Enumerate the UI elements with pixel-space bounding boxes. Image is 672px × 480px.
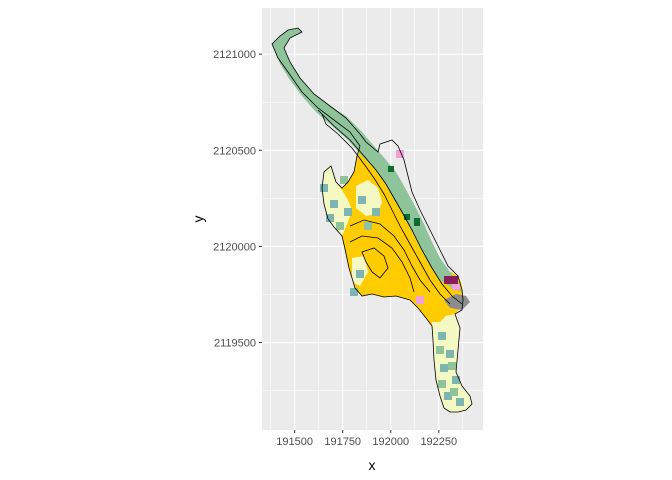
contour-line-3 — [349, 219, 431, 293]
raster-green-cells — [336, 176, 458, 396]
y-tick-label: 2120500 — [213, 145, 256, 157]
raster-purple-cell — [444, 276, 458, 284]
y-tick-label: 2119500 — [214, 338, 256, 350]
contour-line-2 — [361, 247, 389, 279]
river-inner-line-2 — [321, 113, 451, 305]
raster-pink-cells — [396, 150, 460, 304]
contour-line-1 — [349, 235, 415, 293]
outer-boundary — [271, 27, 473, 413]
x-axis-title: x — [369, 457, 376, 473]
y-axis-ticks: 2119500 2120000 2120500 2121000 — [213, 49, 262, 350]
raster-darkgreen-cells — [388, 166, 420, 226]
raster-teal-cells — [320, 184, 464, 406]
x-tick-label: 192250 — [420, 436, 457, 448]
raster-gray-patch — [444, 294, 470, 310]
y-axis-title: y — [190, 216, 206, 223]
y-tick-label: 2121000 — [213, 49, 256, 61]
river-inner-line — [317, 109, 463, 305]
x-tick-label: 192000 — [372, 436, 409, 448]
raster-pale-center — [356, 180, 382, 216]
boundary-outlines — [271, 27, 473, 413]
x-tick-label: 191500 — [276, 436, 313, 448]
x-tick-label: 191750 — [324, 436, 361, 448]
x-axis-ticks: 191500 191750 192000 192250 — [276, 430, 457, 448]
y-tick-label: 2120000 — [213, 241, 256, 253]
